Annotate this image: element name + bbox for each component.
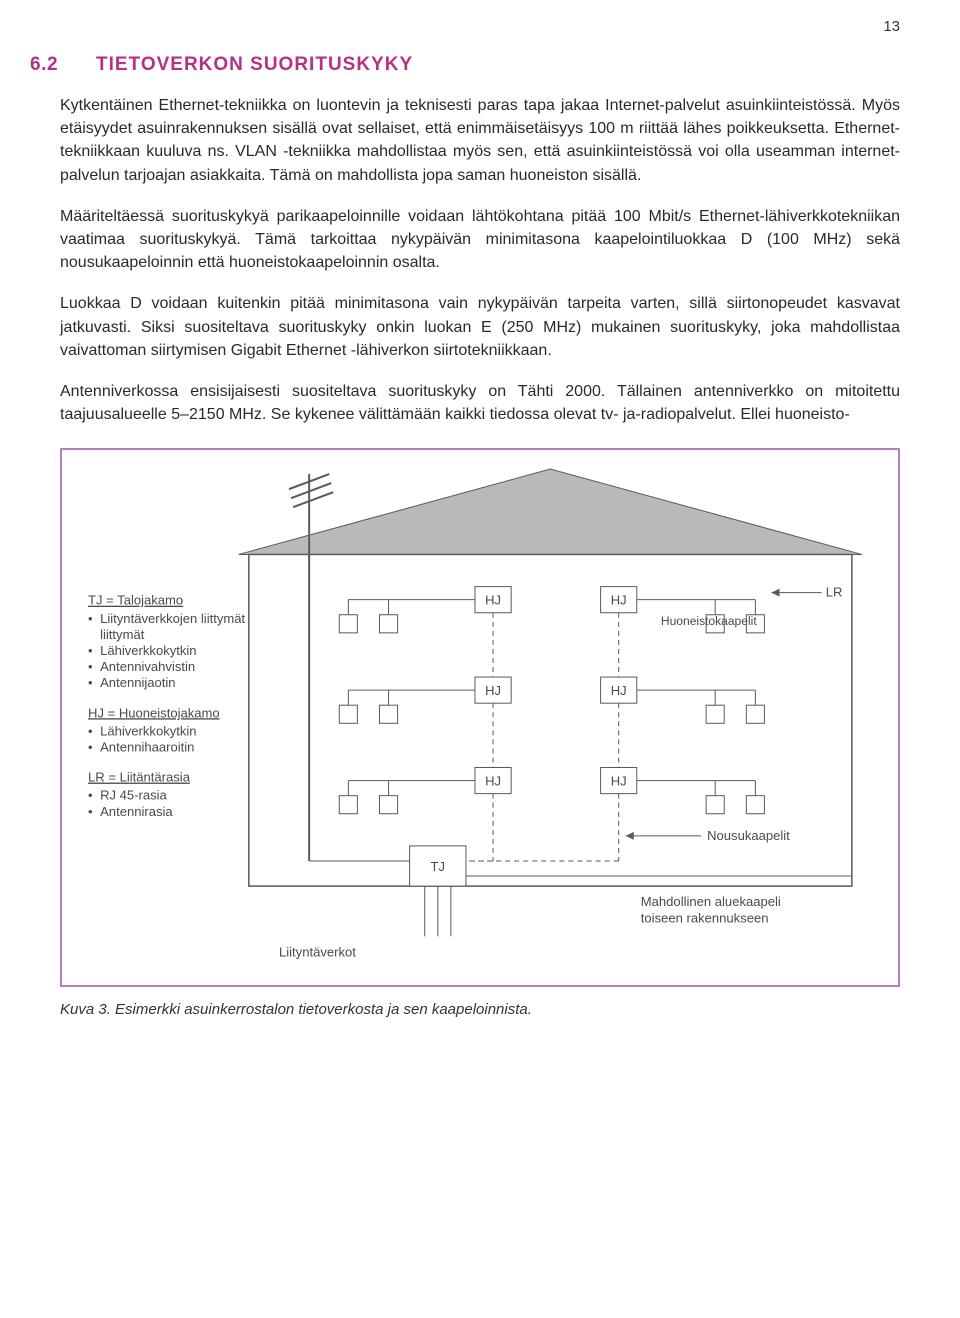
svg-text:liittymät: liittymät (100, 627, 145, 642)
svg-text:Lähiverkkokytkin: Lähiverkkokytkin (100, 724, 196, 739)
svg-text:•: • (88, 804, 93, 819)
svg-text:HJ: HJ (611, 683, 627, 698)
paragraph-2: Määriteltäessä suorituskykyä parikaapelo… (60, 205, 900, 275)
svg-text:HJ = Huoneistojakamo: HJ = Huoneistojakamo (88, 706, 220, 721)
svg-text:•: • (88, 724, 93, 739)
svg-text:HJ: HJ (485, 593, 501, 608)
svg-text:RJ 45-rasia: RJ 45-rasia (100, 788, 167, 803)
svg-text:•: • (88, 643, 93, 658)
svg-text:HJ: HJ (485, 683, 501, 698)
figure-3: HJ HJ LR Huoneistokaapelit (60, 448, 900, 987)
svg-text:Liityntäverkot: Liityntäverkot (279, 945, 356, 960)
svg-text:toiseen rakennukseen: toiseen rakennukseen (641, 911, 769, 926)
svg-text:LR = Liitäntärasia: LR = Liitäntärasia (88, 770, 191, 785)
figure-caption: Kuva 3. Esimerkki asuinkerrostalon tieto… (60, 1001, 900, 1018)
paragraph-3: Luokkaa D voidaan kuitenkin pitää minimi… (60, 292, 900, 362)
svg-text:Antennivahvistin: Antennivahvistin (100, 659, 195, 674)
svg-text:•: • (88, 788, 93, 803)
svg-text:•: • (88, 675, 93, 690)
page-number: 13 (883, 18, 900, 35)
svg-text:Antennirasia: Antennirasia (100, 804, 173, 819)
paragraph-1: Kytkentäinen Ethernet-tekniikka on luont… (60, 94, 900, 187)
svg-text:HJ: HJ (611, 593, 627, 608)
section-heading: 6.2 TIETOVERKON SUORITUSKYKY (30, 54, 900, 76)
svg-text:LR: LR (826, 585, 843, 600)
svg-text:HJ: HJ (611, 774, 627, 789)
paragraph-4: Antenniverkossa ensisijaisesti suositelt… (60, 380, 900, 426)
section-number: 6.2 (30, 54, 68, 76)
svg-text:Mahdollinen aluekaapeli: Mahdollinen aluekaapeli (641, 894, 781, 909)
network-diagram: HJ HJ LR Huoneistokaapelit (78, 464, 882, 967)
svg-text:•: • (88, 659, 93, 674)
svg-text:•: • (88, 740, 93, 755)
svg-text:TJ = Talojakamo: TJ = Talojakamo (88, 593, 183, 608)
svg-text:Lähiverkkokytkin: Lähiverkkokytkin (100, 643, 196, 658)
svg-text:HJ: HJ (485, 774, 501, 789)
section-title: TIETOVERKON SUORITUSKYKY (96, 54, 413, 76)
svg-text:Liityntäverkkojen liittymät: Liityntäverkkojen liittymät (100, 611, 245, 626)
svg-text:•: • (88, 611, 93, 626)
svg-text:Huoneistokaapelit: Huoneistokaapelit (661, 614, 757, 628)
svg-text:TJ: TJ (431, 859, 446, 874)
svg-text:Antennijaotin: Antennijaotin (100, 675, 175, 690)
svg-text:Antennihaaroitin: Antennihaaroitin (100, 740, 194, 755)
svg-text:Nousukaapelit: Nousukaapelit (707, 828, 790, 843)
